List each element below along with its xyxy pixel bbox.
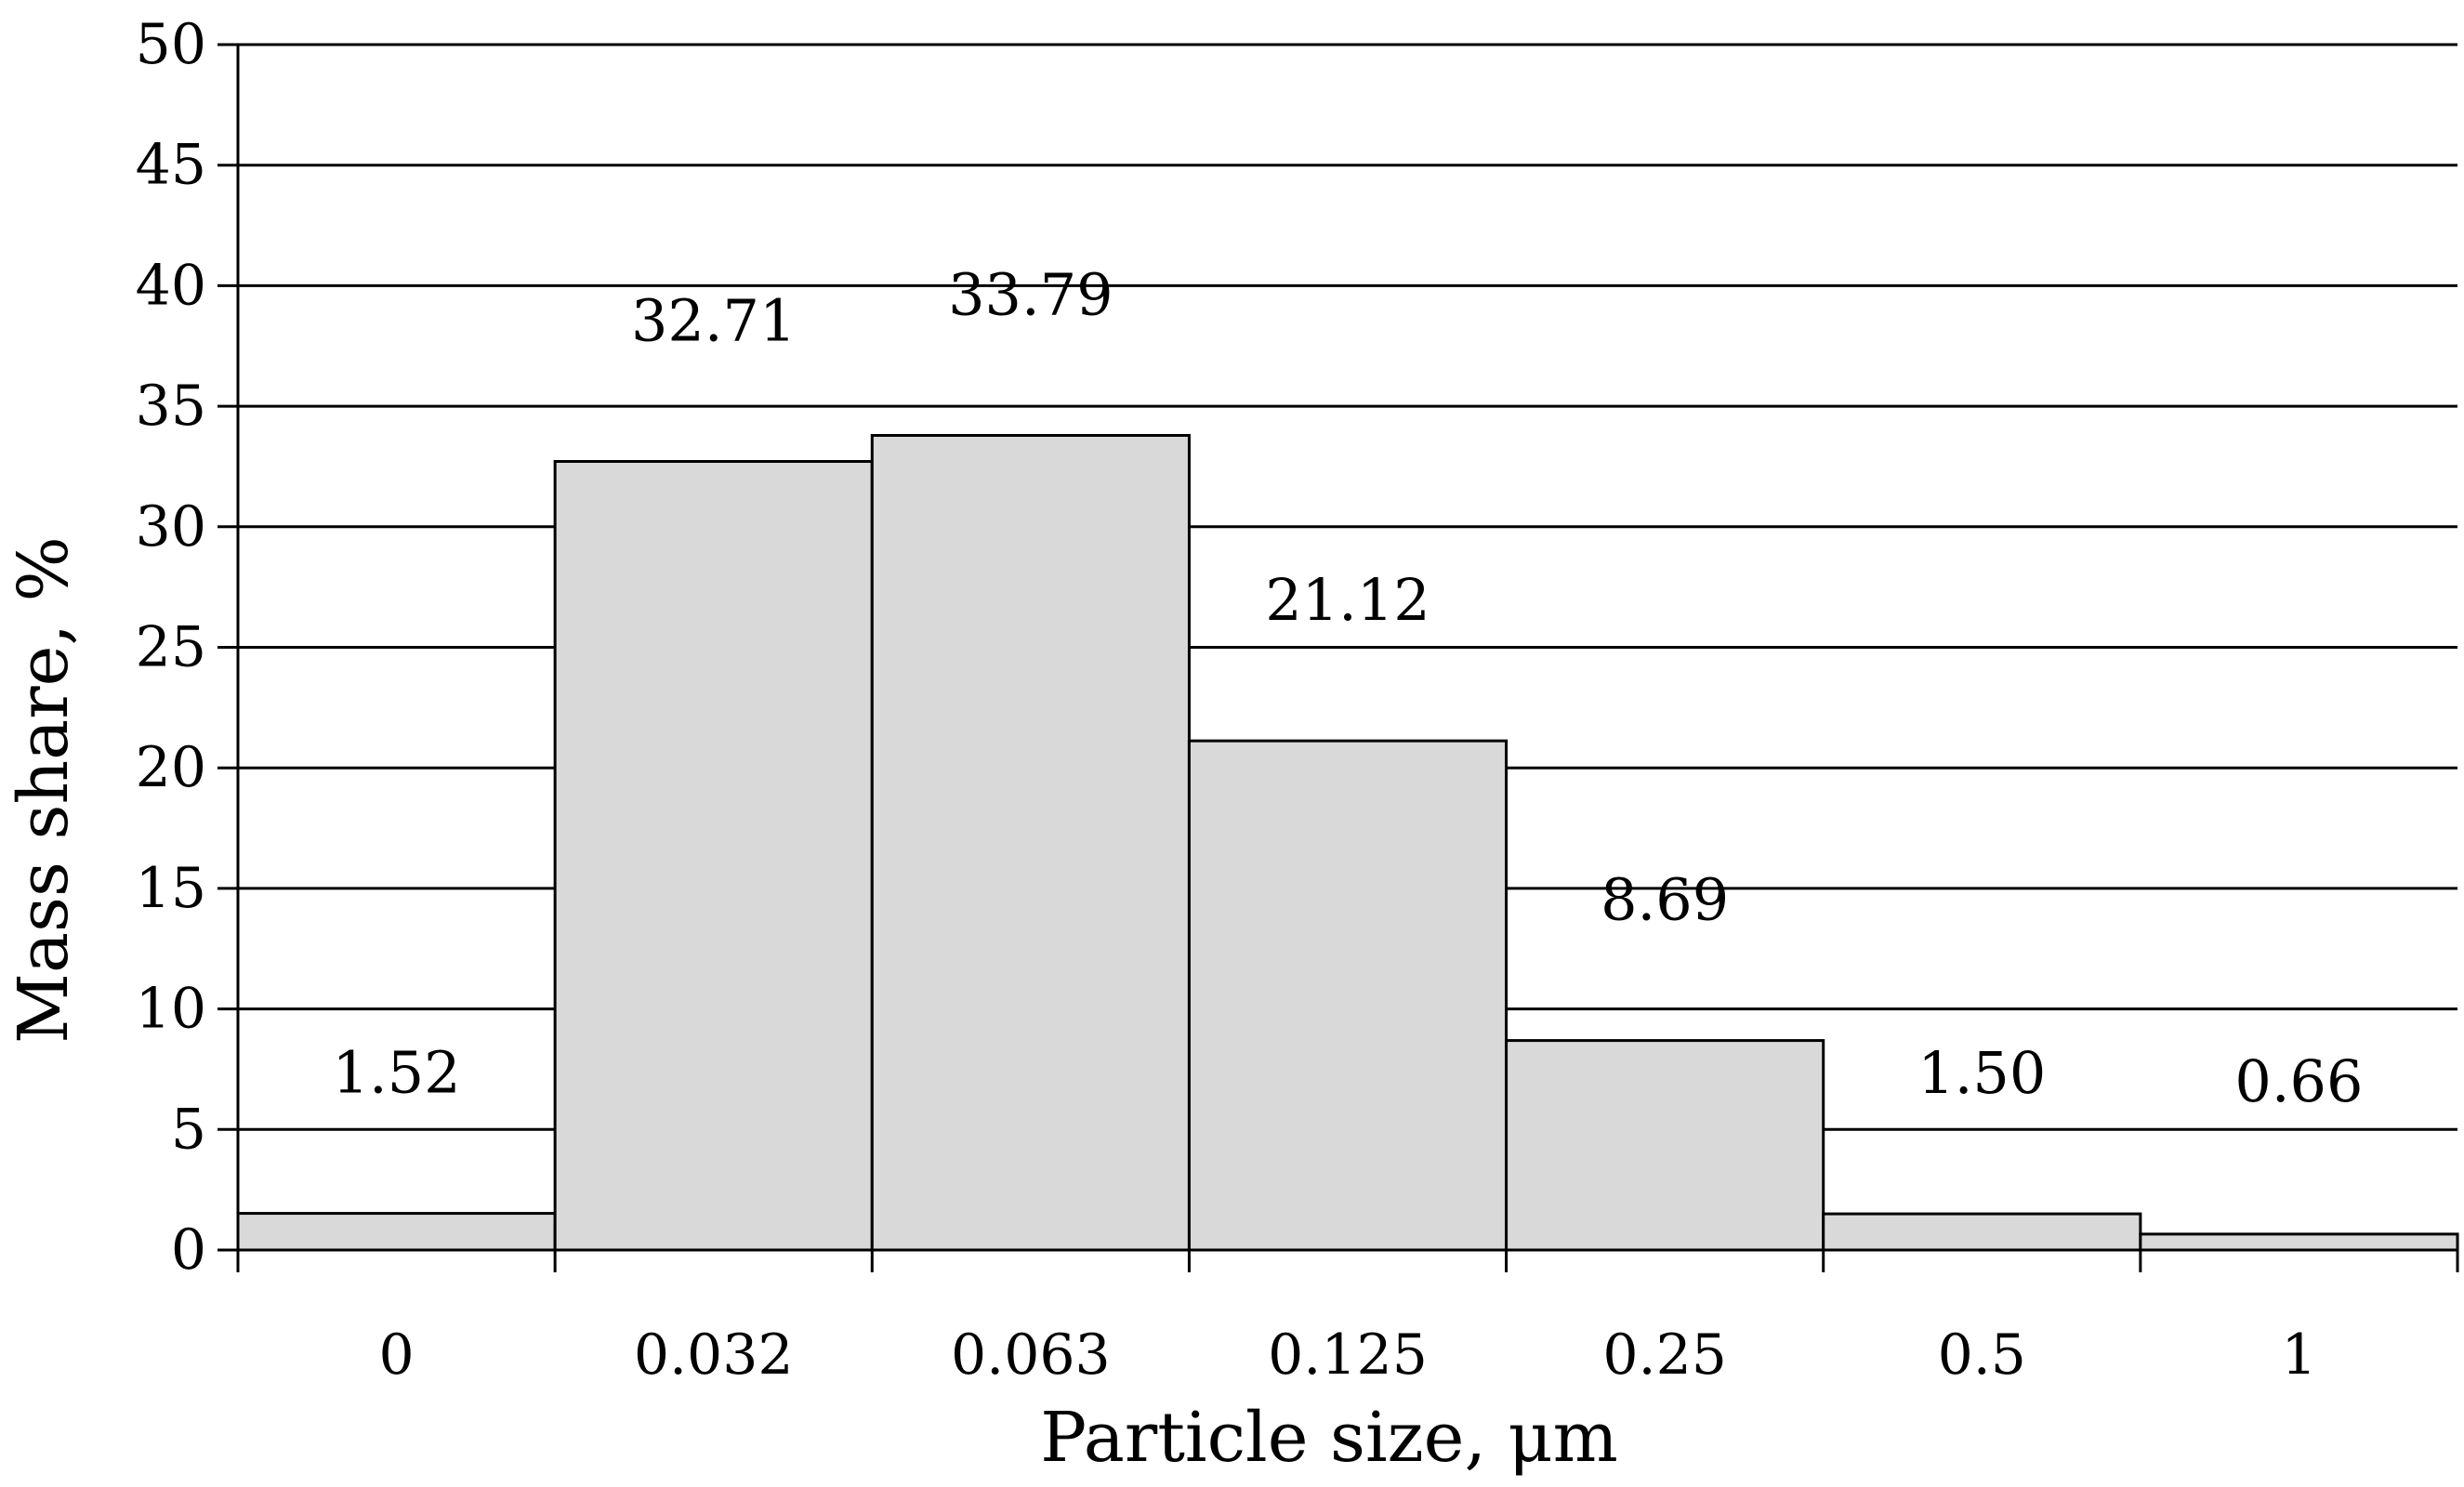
- y-tick-label-45: 45: [136, 133, 206, 198]
- bar-0.25: [1505, 1039, 1825, 1252]
- data-label-1: 0.66: [2234, 1047, 2363, 1115]
- y-tick-label-10: 10: [136, 977, 206, 1042]
- x-tick-label-0.5: 0.5: [1938, 1323, 2026, 1388]
- axes: [217, 43, 2459, 1272]
- bars: [236, 433, 2459, 1252]
- data-labels: 1.52 32.71 33.79 21.12 8.69 1.50 0.66: [333, 260, 2364, 1115]
- y-axis-title: Mass share, %: [4, 536, 84, 1044]
- bar-0: [236, 1212, 557, 1252]
- bar-0.032: [553, 460, 874, 1252]
- y-tick-label-30: 30: [136, 494, 206, 559]
- x-tick-label-0.125: 0.125: [1268, 1323, 1428, 1388]
- data-label-0.25: 8.69: [1601, 866, 1729, 934]
- x-tick-label-0.25: 0.25: [1602, 1323, 1727, 1388]
- x-tick-label-0.063: 0.063: [951, 1323, 1111, 1388]
- y-tick-label-40: 40: [136, 253, 206, 318]
- y-tick-label-35: 35: [136, 374, 206, 439]
- y-tick-label-25: 25: [136, 615, 206, 680]
- bar-0.125: [1187, 739, 1509, 1252]
- data-label-0: 1.52: [333, 1039, 461, 1107]
- y-tick-labels: 0 5 10 15 20 25 30 35 40 45 50: [136, 12, 206, 1283]
- bar-1: [2139, 1232, 2459, 1252]
- data-label-0.125: 21.12: [1265, 566, 1430, 634]
- data-label-0.5: 1.50: [1917, 1039, 2046, 1107]
- data-label-0.032: 32.71: [631, 287, 797, 355]
- x-tick-label-0: 0: [378, 1323, 414, 1388]
- y-tick-label-20: 20: [136, 735, 206, 800]
- y-tick-label-0: 0: [171, 1217, 206, 1283]
- bar-0.5: [1822, 1212, 2142, 1252]
- x-tick-label-1: 1: [2281, 1323, 2316, 1388]
- x-tick-labels: 0 0.032 0.063 0.125 0.25 0.5 1: [378, 1323, 2316, 1388]
- x-axis-title: Particle size, μm: [1040, 1398, 1618, 1478]
- y-tick-label-50: 50: [136, 12, 206, 77]
- y-tick-label-15: 15: [136, 856, 206, 921]
- x-tick-label-0.032: 0.032: [634, 1323, 794, 1388]
- y-tick-label-5: 5: [171, 1097, 206, 1162]
- data-label-0.063: 33.79: [948, 260, 1113, 328]
- bar-0.063: [870, 433, 1191, 1252]
